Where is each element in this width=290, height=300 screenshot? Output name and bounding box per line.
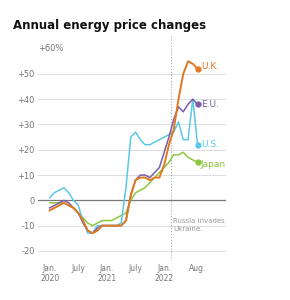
Text: Annual energy price changes: Annual energy price changes [13,19,206,32]
Text: Russia invades
Ukraine.: Russia invades Ukraine. [173,218,225,232]
Text: Japan: Japan [201,160,226,169]
Text: E.U.: E.U. [201,100,219,109]
Text: U.K.: U.K. [201,62,219,71]
Text: +60%: +60% [38,44,63,53]
Text: U.S.: U.S. [201,140,219,149]
